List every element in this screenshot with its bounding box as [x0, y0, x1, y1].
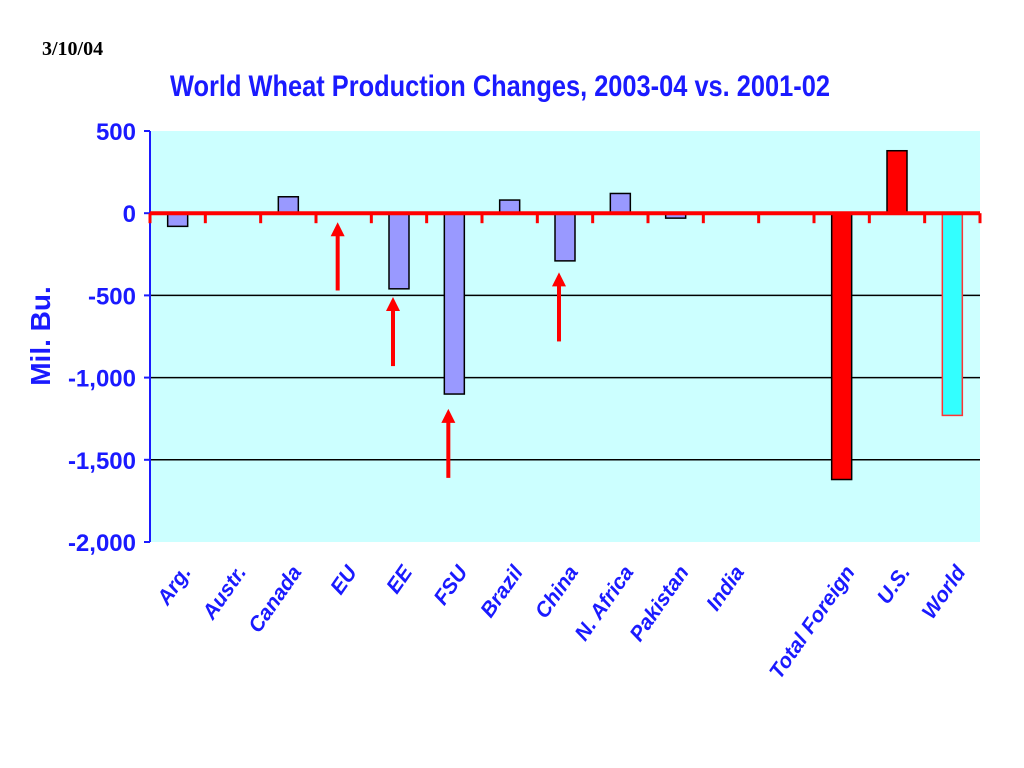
- x-tick-label: EU: [326, 561, 362, 599]
- y-axis-label: Mil. Bu.: [25, 286, 56, 386]
- y-tick-label: -500: [88, 283, 136, 310]
- annotation-arrow-head: [330, 222, 345, 237]
- chart-title: World Wheat Production Changes, 2003-04 …: [170, 70, 830, 103]
- bar-world: [941, 212, 964, 417]
- annotation-arrow-head: [386, 297, 400, 312]
- y-tick-label: -1,500: [68, 448, 136, 475]
- bar-china: [554, 212, 576, 262]
- x-tick-label: Arg.: [152, 562, 196, 610]
- bar-u-s-: [886, 149, 908, 214]
- plot-area: [150, 131, 980, 542]
- bar-ee: [388, 212, 410, 290]
- x-tick-label: Brazil: [476, 561, 528, 622]
- x-tick-label: U.S.: [873, 562, 915, 609]
- slide-date: 3/10/04: [42, 38, 104, 60]
- annotation-arrow-head: [441, 408, 456, 423]
- y-tick-label: -1,000: [68, 366, 136, 393]
- bar-total-foreign: [830, 212, 853, 481]
- bar-fsu: [443, 212, 466, 395]
- bar-n-africa: [609, 192, 632, 214]
- x-tick-label: China: [531, 561, 583, 622]
- x-tick-label: Canada: [244, 561, 307, 637]
- y-tick-label: 500: [96, 119, 136, 146]
- x-tick-label: Austr.: [198, 562, 252, 625]
- y-tick-label: 0: [123, 201, 136, 228]
- annotation-arrow-head: [552, 272, 566, 287]
- x-tick-label: EE: [382, 561, 417, 598]
- bar-canada: [277, 196, 300, 214]
- x-tick-label: FSU: [429, 561, 472, 609]
- y-tick-label: -2,000: [68, 530, 136, 557]
- x-tick-label: Total Foreign: [765, 562, 860, 683]
- x-tick-label: India: [702, 561, 749, 615]
- x-tick-label: World: [918, 561, 971, 624]
